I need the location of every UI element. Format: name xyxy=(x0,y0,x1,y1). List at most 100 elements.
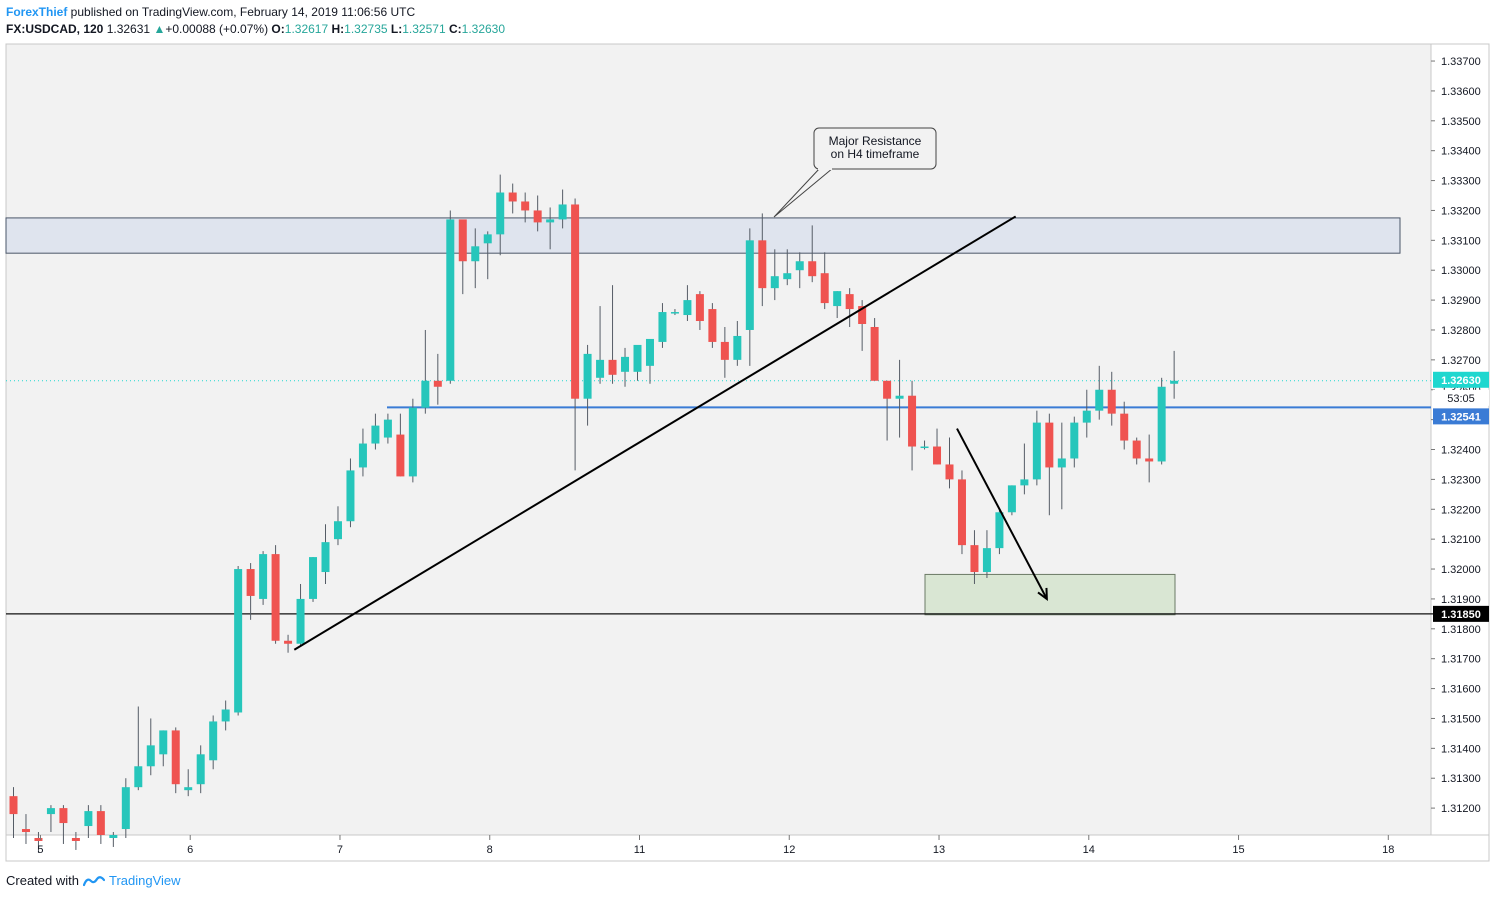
candle-body[interactable] xyxy=(795,261,804,271)
candle-body[interactable] xyxy=(1007,485,1016,513)
candle-body[interactable] xyxy=(34,837,43,841)
candle-body[interactable] xyxy=(184,787,193,791)
candle-body[interactable] xyxy=(209,721,218,761)
tradingview-brand-link[interactable]: TradingView xyxy=(108,873,181,888)
candle-body[interactable] xyxy=(221,709,230,722)
candle-body[interactable] xyxy=(109,835,118,838)
candle-body[interactable] xyxy=(720,341,729,360)
current-price-tag[interactable]: 1.32630 xyxy=(1433,371,1489,388)
candle-body[interactable] xyxy=(271,554,280,641)
candle-body[interactable] xyxy=(733,335,742,360)
black-level-tag[interactable]: 1.31850 xyxy=(1433,605,1489,622)
candle-body[interactable] xyxy=(358,443,367,468)
candle-body[interactable] xyxy=(933,446,942,465)
author-link[interactable]: ForexThief xyxy=(6,5,68,19)
candle-body[interactable] xyxy=(858,306,867,325)
candle-body[interactable] xyxy=(1045,422,1054,468)
candle-body[interactable] xyxy=(321,542,330,573)
candle-body[interactable] xyxy=(820,273,829,304)
candle-body[interactable] xyxy=(383,419,392,438)
candle-body[interactable] xyxy=(982,548,991,573)
candle-body[interactable] xyxy=(84,811,93,827)
candle-body[interactable] xyxy=(408,407,417,477)
candle-body[interactable] xyxy=(608,359,617,375)
candle-body[interactable] xyxy=(895,395,904,399)
candle-body[interactable] xyxy=(945,464,954,480)
candle-body[interactable] xyxy=(446,219,455,381)
candle-body[interactable] xyxy=(471,246,480,262)
candle-body[interactable] xyxy=(645,338,654,366)
candle-body[interactable] xyxy=(870,326,879,381)
time-axis[interactable] xyxy=(5,834,1490,862)
candle-body[interactable] xyxy=(159,730,168,755)
candle-body[interactable] xyxy=(396,434,405,477)
countdown-tag[interactable]: 53:05 xyxy=(1433,389,1489,406)
down-arrow-line[interactable] xyxy=(956,428,1048,600)
candle-body[interactable] xyxy=(1120,413,1129,441)
candle-body[interactable] xyxy=(1057,458,1066,468)
candle-body[interactable] xyxy=(908,395,917,447)
candle-body[interactable] xyxy=(808,261,817,277)
candle-body[interactable] xyxy=(234,569,243,713)
candle-body[interactable] xyxy=(96,811,105,835)
candle-body[interactable] xyxy=(458,219,467,262)
candle-body[interactable] xyxy=(521,201,530,211)
candle-body[interactable] xyxy=(121,787,130,830)
candle-body[interactable] xyxy=(1157,386,1166,462)
candle-body[interactable] xyxy=(1132,440,1141,459)
candle-body[interactable] xyxy=(758,240,767,289)
candle-body[interactable] xyxy=(770,276,779,289)
price-axis[interactable] xyxy=(1430,43,1490,836)
candle-body[interactable] xyxy=(833,291,842,307)
candle-body[interactable] xyxy=(508,192,517,202)
candle-body[interactable] xyxy=(196,754,205,785)
candle-body[interactable] xyxy=(546,219,555,223)
candle-body[interactable] xyxy=(708,309,717,342)
candle-body[interactable] xyxy=(583,353,592,399)
chart-pane[interactable] xyxy=(5,43,1432,836)
support-zone[interactable] xyxy=(924,573,1176,616)
candle-body[interactable] xyxy=(683,300,692,316)
candle-body[interactable] xyxy=(1082,410,1091,423)
candle-body[interactable] xyxy=(46,808,55,815)
candle-body[interactable] xyxy=(957,479,966,546)
candle-body[interactable] xyxy=(558,204,567,220)
candle-body[interactable] xyxy=(9,796,18,815)
candle-body[interactable] xyxy=(571,204,580,399)
candle-body[interactable] xyxy=(783,273,792,280)
candle-body[interactable] xyxy=(371,425,380,444)
candle-body[interactable] xyxy=(596,359,605,378)
candle-body[interactable] xyxy=(533,210,542,223)
candle-body[interactable] xyxy=(1095,389,1104,411)
candle-body[interactable] xyxy=(346,470,355,522)
candle-body[interactable] xyxy=(284,640,293,644)
candle-body[interactable] xyxy=(995,512,1004,549)
candle-body[interactable] xyxy=(171,730,180,785)
candle-body[interactable] xyxy=(920,446,929,449)
candle-body[interactable] xyxy=(421,380,430,408)
candle-body[interactable] xyxy=(1170,380,1179,384)
candle-body[interactable] xyxy=(333,521,342,540)
candle-body[interactable] xyxy=(670,312,679,314)
candle-body[interactable] xyxy=(259,554,268,599)
candle-body[interactable] xyxy=(146,745,155,767)
candle-body[interactable] xyxy=(745,240,754,330)
candle-body[interactable] xyxy=(21,829,30,833)
candle-body[interactable] xyxy=(1032,422,1041,480)
blue-level-tag[interactable]: 1.32541 xyxy=(1433,408,1489,425)
candle-body[interactable] xyxy=(1107,389,1116,414)
candle-body[interactable] xyxy=(71,837,80,841)
candle-body[interactable] xyxy=(621,356,630,372)
resistance-zone[interactable] xyxy=(5,217,1401,254)
candle-body[interactable] xyxy=(309,557,318,599)
candle-body[interactable] xyxy=(433,380,442,387)
candle-body[interactable] xyxy=(59,808,68,824)
candle-body[interactable] xyxy=(633,344,642,372)
candle-body[interactable] xyxy=(695,294,704,322)
candle-body[interactable] xyxy=(970,545,979,573)
trendline[interactable] xyxy=(293,215,1017,651)
symbol-label[interactable]: FX:USDCAD, 120 xyxy=(6,22,104,36)
candle-body[interactable] xyxy=(658,312,667,342)
